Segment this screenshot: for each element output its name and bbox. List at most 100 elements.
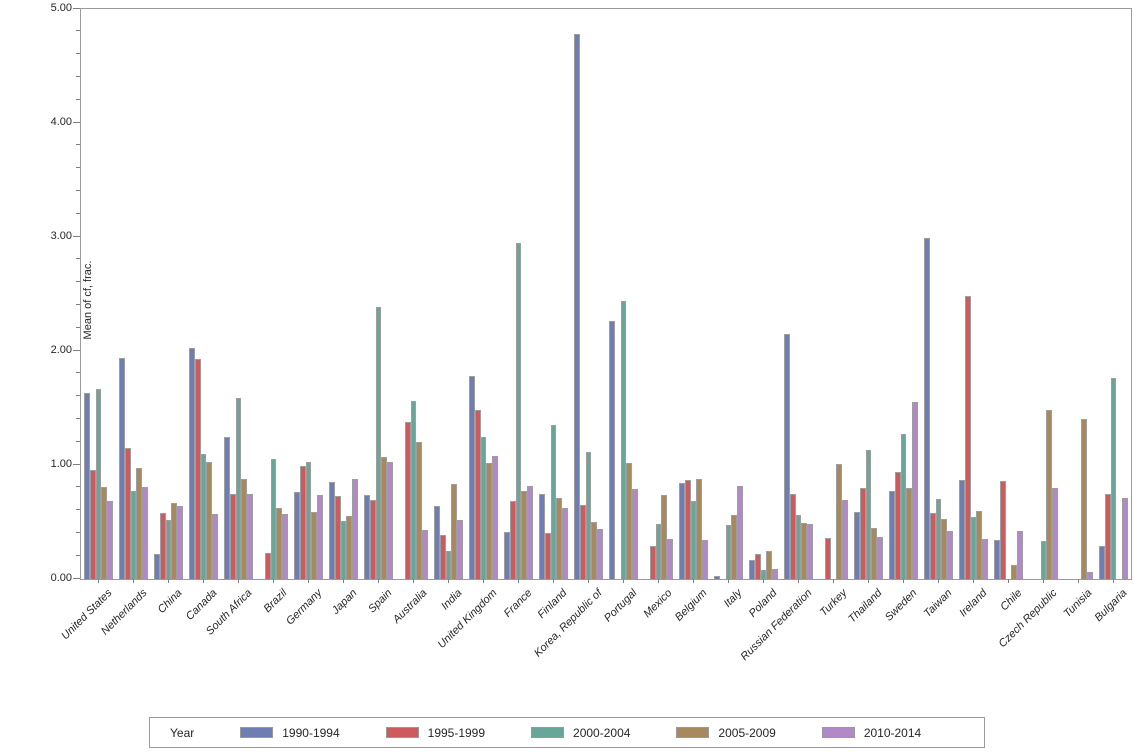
bar bbox=[387, 461, 393, 579]
y-minor-tick bbox=[76, 531, 80, 533]
x-tick-label: Mexico bbox=[640, 587, 674, 621]
bar bbox=[725, 525, 732, 579]
legend-label: 2000-2004 bbox=[573, 725, 631, 740]
bar bbox=[439, 534, 446, 579]
y-major-tick bbox=[73, 121, 80, 123]
bar bbox=[142, 486, 148, 579]
legend-entry: 1995-1999 bbox=[385, 725, 486, 740]
bar bbox=[574, 34, 580, 579]
bar bbox=[1104, 493, 1111, 579]
bar bbox=[836, 463, 843, 579]
y-tick-label: 5.00 bbox=[50, 2, 72, 14]
x-tick-label: Bulgaria bbox=[1091, 587, 1129, 625]
x-tick-label: Ireland bbox=[956, 587, 989, 620]
bar bbox=[107, 501, 113, 579]
bar bbox=[964, 296, 971, 579]
y-minor-tick bbox=[76, 144, 80, 146]
bar bbox=[434, 506, 440, 579]
bar bbox=[469, 376, 475, 579]
bar bbox=[824, 537, 831, 579]
bar bbox=[859, 487, 866, 579]
bar bbox=[1040, 541, 1047, 579]
bar bbox=[521, 491, 528, 579]
y-minor-tick bbox=[76, 372, 80, 374]
x-tick-label: Tunisia bbox=[1060, 587, 1094, 620]
bar bbox=[527, 485, 533, 579]
bar bbox=[212, 514, 218, 579]
y-major-tick bbox=[73, 463, 80, 465]
x-tick bbox=[622, 579, 624, 583]
bar bbox=[130, 491, 137, 579]
bar bbox=[684, 479, 691, 579]
bar bbox=[754, 553, 761, 579]
bar bbox=[346, 516, 353, 579]
y-minor-tick bbox=[76, 281, 80, 283]
bar bbox=[294, 492, 300, 579]
legend-title: Year bbox=[170, 725, 195, 740]
y-tick-label: 4.00 bbox=[50, 116, 72, 128]
bar bbox=[994, 540, 1000, 579]
x-tick bbox=[552, 579, 554, 583]
x-tick-label: Japan bbox=[329, 587, 359, 617]
bar bbox=[900, 434, 907, 579]
legend-entry: 2000-2004 bbox=[531, 726, 630, 740]
bar bbox=[504, 532, 510, 579]
x-tick-label: Poland bbox=[746, 587, 779, 620]
x-tick bbox=[482, 579, 484, 583]
x-tick bbox=[132, 579, 134, 583]
x-tick-label: Sweden bbox=[882, 587, 919, 624]
x-tick bbox=[1042, 579, 1044, 583]
bar bbox=[924, 238, 930, 579]
bar bbox=[311, 511, 318, 579]
bar bbox=[906, 487, 913, 579]
bar bbox=[889, 491, 895, 579]
y-major-tick bbox=[73, 577, 80, 579]
bar bbox=[189, 347, 195, 579]
bar bbox=[597, 528, 603, 579]
bar bbox=[585, 452, 592, 579]
bar bbox=[177, 506, 183, 579]
x-tick bbox=[762, 579, 764, 583]
bar bbox=[101, 486, 108, 579]
legend-swatch bbox=[385, 727, 419, 738]
bar bbox=[451, 484, 458, 579]
bar bbox=[89, 469, 96, 579]
bar bbox=[696, 478, 703, 579]
legend: Year 1990-1994 1995-1999 2000-2004 2005-200… bbox=[149, 717, 985, 748]
bar bbox=[970, 517, 977, 579]
legend-label: 1995-1999 bbox=[427, 725, 486, 740]
x-tick-label: Australia bbox=[390, 587, 429, 626]
bar bbox=[679, 483, 685, 579]
x-tick-label: Korea, Republic of bbox=[531, 587, 604, 660]
x-tick bbox=[412, 579, 414, 583]
bar bbox=[579, 504, 586, 579]
x-tick bbox=[272, 579, 274, 583]
x-tick-label: Turkey bbox=[817, 587, 849, 619]
x-tick bbox=[237, 579, 239, 583]
x-tick bbox=[517, 579, 519, 583]
x-tick bbox=[307, 579, 309, 583]
bar bbox=[702, 540, 708, 579]
bar bbox=[194, 358, 201, 579]
bar bbox=[1087, 572, 1093, 579]
y-minor-tick bbox=[76, 167, 80, 169]
bar bbox=[690, 501, 697, 579]
bar bbox=[842, 500, 848, 579]
bar bbox=[375, 306, 382, 579]
bar bbox=[912, 402, 918, 579]
legend-label: 1990-1994 bbox=[282, 725, 340, 740]
bar bbox=[136, 468, 143, 579]
x-tick-label: Portugal bbox=[601, 587, 639, 625]
x-tick-label: Canada bbox=[183, 587, 219, 623]
legend-swatch bbox=[240, 727, 274, 738]
bar bbox=[200, 453, 207, 579]
bar bbox=[492, 455, 498, 579]
x-tick bbox=[1077, 579, 1079, 583]
bar bbox=[282, 514, 288, 579]
bar bbox=[784, 333, 790, 579]
bar bbox=[620, 300, 627, 579]
bar bbox=[667, 539, 673, 579]
plot-area: Mean of cf, frac. bbox=[80, 8, 1132, 580]
x-tick bbox=[97, 579, 99, 583]
